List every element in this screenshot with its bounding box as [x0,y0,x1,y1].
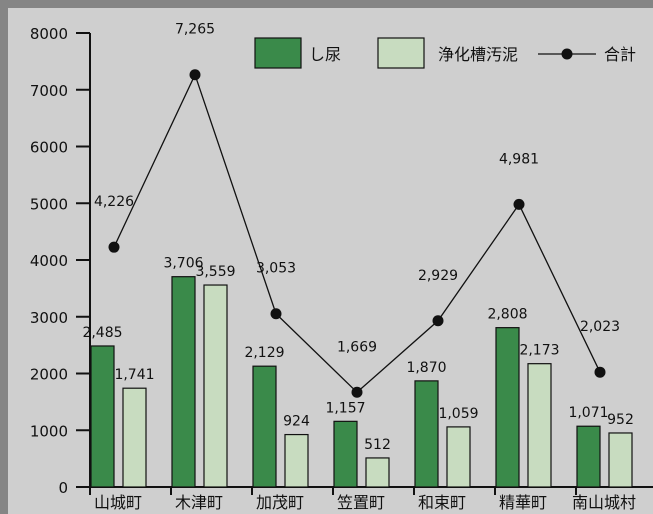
data-label-series2: 1,741 [114,367,154,383]
y-tick-label: 5000 [30,195,68,213]
point-total [432,315,444,327]
bar-series1 [333,420,358,488]
data-label-series2: 924 [283,414,310,430]
x-category-label: 山城町 [94,493,142,512]
bar-series1 [252,365,277,488]
bar-series2 [446,426,471,488]
y-tick-label: 2000 [30,366,68,384]
bar-series2 [122,387,147,488]
data-label-series1: 3,706 [163,256,203,272]
x-category-label: 木津町 [175,493,223,512]
bar-series2 [527,363,552,488]
bar-series1 [90,345,115,488]
data-label-total: 7,265 [175,22,215,38]
legend-marker-total [561,48,573,60]
data-label-series2: 3,559 [195,264,235,280]
data-label-series2: 2,173 [519,343,559,359]
data-label-series1: 2,808 [487,307,527,323]
y-tick-label: 8000 [30,25,68,43]
y-tick-label: 7000 [30,82,68,100]
legend-swatch-series1 [254,37,302,69]
data-label-total: 4,226 [94,194,134,210]
y-tick-label: 1000 [30,422,68,440]
bar-series2 [608,432,633,488]
bar-series1 [171,276,196,488]
data-label-series2: 1,059 [438,406,478,422]
legend-label-total: 合計 [604,45,636,64]
data-label-total: 1,669 [337,339,377,355]
data-label-series1: 1,870 [406,360,446,376]
data-label-series1: 1,071 [568,405,608,421]
data-label-total: 4,981 [499,151,539,167]
data-label-series1: 1,157 [325,400,365,416]
point-total [189,69,201,81]
x-category-label: 南山城村 [572,493,636,512]
data-label-total: 2,023 [580,319,620,335]
data-label-total: 2,929 [418,268,458,284]
data-label-series2: 952 [607,412,634,428]
point-total [513,198,525,210]
x-category-label: 笠置町 [337,493,385,512]
bar-series1 [414,380,439,488]
point-total [270,308,282,320]
x-category-label: 精華町 [499,493,547,512]
x-category-label: 和束町 [418,493,466,512]
data-label-series1: 2,129 [244,345,284,361]
y-tick-label: 0 [58,479,68,497]
data-label-series1: 2,485 [82,325,122,341]
point-total [351,386,363,398]
bar-series2 [203,284,228,488]
bar-series2 [284,433,309,488]
point-total [108,241,120,253]
legend-label-series2: 浄化槽汚泥 [438,45,518,64]
legend-label-series1: し尿 [309,45,341,64]
bar-series1 [495,327,520,488]
point-total [594,366,606,378]
y-tick-label: 6000 [30,139,68,157]
bar-series1 [576,425,601,488]
data-label-total: 3,053 [256,261,296,277]
legend-swatch-series2 [377,37,425,69]
y-tick-label: 3000 [30,309,68,327]
x-category-label: 加茂町 [256,493,304,512]
data-label-series2: 512 [364,437,391,453]
y-tick-label: 4000 [30,252,68,270]
bar-series2 [365,457,390,488]
